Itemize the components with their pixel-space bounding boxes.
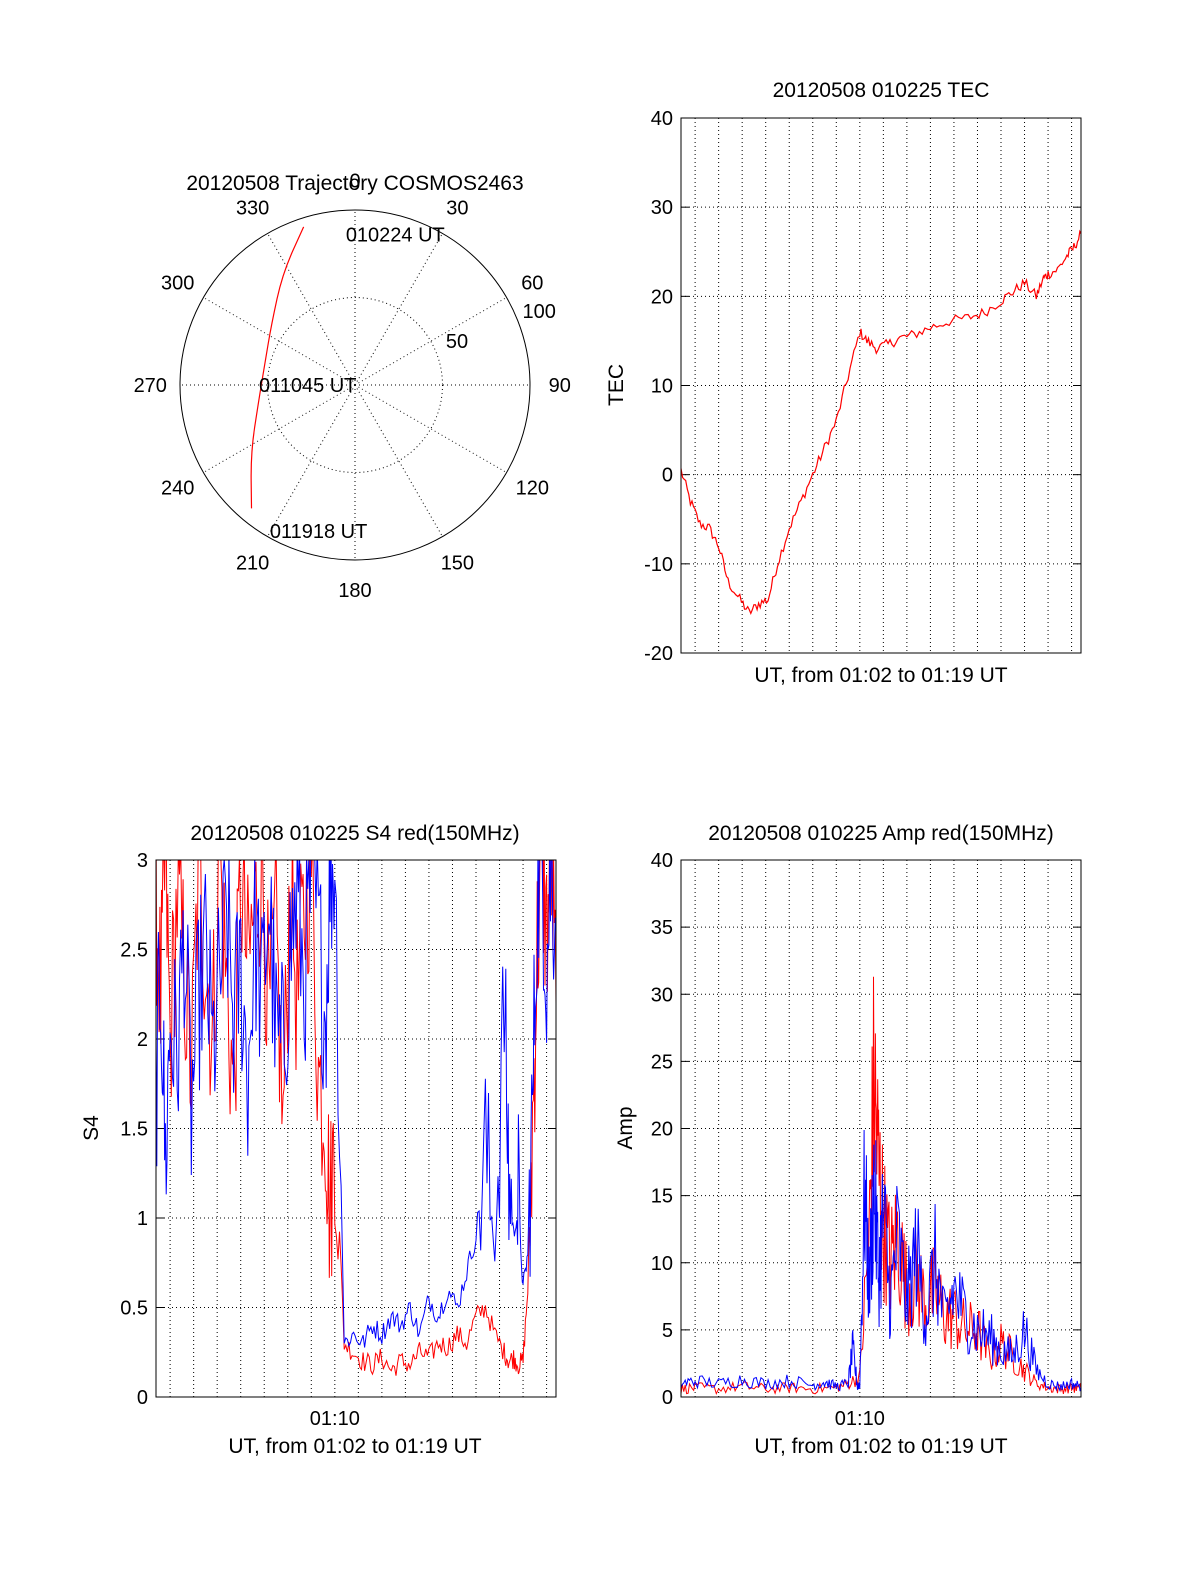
tec-title: 20120508 010225 TEC — [773, 79, 990, 102]
amp-grid — [681, 859, 1081, 1398]
polar-azimuth-label: 210 — [236, 552, 269, 574]
s4-series-line — [156, 860, 556, 1376]
polar-azimuth-labels: 0 30 60 90 120 150 180 210 240 270 300 330 50 100 — [134, 170, 571, 602]
polar-spoke — [354, 384, 507, 473]
polar-azimuth-label: 120 — [516, 477, 549, 499]
tec-ytick-label: -10 — [644, 554, 673, 576]
polar-spoke — [267, 233, 356, 386]
tec-tick-labels: -20 -10 0 10 20 30 40 — [644, 108, 673, 665]
polar-azimuth-label: 30 — [446, 198, 468, 220]
s4-ytick-label: 2.5 — [120, 940, 148, 962]
polar-spoke — [354, 297, 507, 386]
s4-ytick-label: 3 — [137, 850, 148, 872]
s4-ylabel: S4 — [80, 1115, 103, 1141]
polar-azimuth-label: 90 — [549, 375, 571, 397]
s4-ytick-label: 0.5 — [120, 1298, 148, 1320]
amp-xtick-label: 01:10 — [835, 1408, 885, 1430]
trajectory-time-label: 011045 UT — [259, 375, 356, 397]
amp-ytick-label: 25 — [651, 1051, 673, 1073]
amp-ytick-label: 10 — [651, 1253, 673, 1275]
polar-radial-label: 50 — [446, 331, 468, 353]
s4-frame — [155, 859, 557, 1398]
polar-annotations: 010224 UT 011045 UT 011918 UT — [259, 225, 445, 543]
amp-ytick-label: 15 — [651, 1186, 673, 1208]
polar-azimuth-label: 60 — [521, 273, 543, 295]
tec-series-group — [681, 229, 1081, 615]
amp-series-line — [681, 1129, 1081, 1392]
polar-trajectory-panel: 20120508 Trajectory COSMOS2463 0 30 60 90 12… — [134, 170, 571, 602]
tec-ytick-label: 0 — [662, 465, 673, 487]
polar-azimuth-label: 240 — [161, 477, 194, 499]
polar-title: 20120508 Trajectory COSMOS2463 — [186, 172, 523, 195]
s4-tick-labels: 0 0.5 1 1.5 2 2.5 3 01:10 — [120, 850, 360, 1430]
tec-xlabel: UT, from 01:02 to 01:19 UT — [754, 664, 1007, 687]
amp-panel: 20120508 010225 Amp red(150MHz) UT, from… — [614, 822, 1082, 1458]
s4-xtick-label: 01:10 — [310, 1408, 360, 1430]
s4-series-line — [156, 860, 556, 1348]
amp-ytick-label: 30 — [651, 984, 673, 1006]
tec-ylabel: TEC — [605, 364, 628, 406]
amp-frame — [680, 859, 1082, 1398]
polar-azimuth-label: 180 — [338, 580, 371, 602]
polar-azimuth-label: 150 — [441, 552, 474, 574]
polar-ring — [267, 297, 443, 473]
amp-ylabel: Amp — [614, 1106, 637, 1149]
polar-spoke — [354, 233, 443, 386]
tec-ytick-label: 30 — [651, 197, 673, 219]
s4-series — [156, 860, 556, 1376]
polar-azimuth-label: 270 — [134, 375, 167, 397]
amp-ytick-label: 5 — [662, 1320, 673, 1342]
polar-azimuth-label: 330 — [236, 198, 269, 220]
s4-grid — [156, 859, 556, 1398]
tec-series-line — [681, 229, 1081, 615]
polar-outer-ring — [179, 209, 531, 561]
polar-trajectory — [250, 226, 305, 509]
polar-grid — [179, 209, 531, 561]
tec-series — [681, 229, 1081, 615]
tec-ytick-label: 40 — [651, 108, 673, 130]
tec-ytick-label: -20 — [644, 643, 673, 665]
amp-ytick-label: 20 — [651, 1119, 673, 1141]
trajectory-time-label: 010224 UT — [346, 225, 445, 247]
trajectory-time-label: 011918 UT — [270, 521, 367, 543]
s4-ytick-label: 0 — [137, 1387, 148, 1409]
s4-ytick-label: 1.5 — [120, 1119, 148, 1141]
s4-xlabel: UT, from 01:02 to 01:19 UT — [228, 1435, 481, 1458]
amp-series-line — [681, 976, 1081, 1395]
s4-ytick-label: 2 — [137, 1029, 148, 1051]
trajectory-line — [250, 226, 305, 509]
amp-ytick-label: 40 — [651, 850, 673, 872]
polar-radial-label: 100 — [522, 301, 555, 323]
amp-xlabel: UT, from 01:02 to 01:19 UT — [754, 1435, 1007, 1458]
amp-ytick-label: 35 — [651, 917, 673, 939]
tec-grid — [681, 117, 1081, 654]
tec-ytick-label: 10 — [651, 376, 673, 398]
tec-panel: 20120508 010225 TEC UT, from 01:02 to 01… — [605, 79, 1082, 687]
tec-frame — [680, 117, 1082, 654]
s4-panel: 20120508 010225 S4 red(150MHz) UT, from … — [80, 822, 557, 1458]
amp-series — [681, 976, 1081, 1395]
polar-azimuth-label: 300 — [161, 273, 194, 295]
amp-ytick-label: 0 — [662, 1387, 673, 1409]
s4-title: 20120508 010225 S4 red(150MHz) — [190, 822, 519, 845]
amp-series-group — [681, 976, 1081, 1395]
amp-title: 20120508 010225 Amp red(150MHz) — [708, 822, 1054, 845]
s4-ytick-label: 1 — [137, 1208, 148, 1230]
tec-ytick-label: 20 — [651, 286, 673, 308]
polar-spoke — [267, 384, 356, 537]
amp-tick-labels: 0 5 10 15 20 25 30 35 40 01:10 — [651, 850, 885, 1430]
s4-series-group — [156, 860, 556, 1376]
polar-azimuth-label: 0 — [349, 170, 360, 192]
polar-spoke — [354, 384, 443, 537]
